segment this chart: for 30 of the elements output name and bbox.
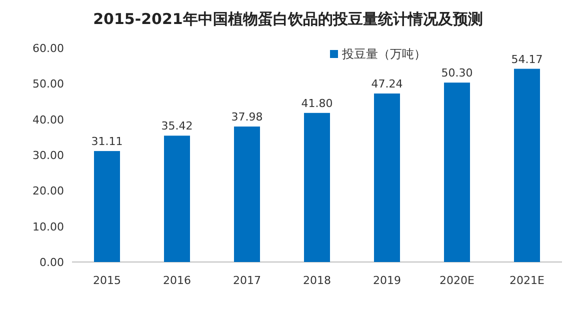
x-tick-label: 2018 <box>303 274 331 287</box>
text: 47.24 <box>371 78 403 91</box>
y-tick-label: 50.00 <box>32 78 64 91</box>
y-tick-label: 60.00 <box>32 42 64 55</box>
bar <box>94 151 120 262</box>
bar <box>444 82 470 262</box>
text: 35.42 <box>161 120 193 133</box>
text: 41.80 <box>301 96 333 110</box>
bar <box>304 112 330 262</box>
text: 54.17 <box>511 52 543 66</box>
x-tick-label: 2020E <box>440 274 475 287</box>
x-tick-label: 2017 <box>233 274 261 287</box>
x-tick-label: 2016 <box>163 274 191 287</box>
text: 31.11 <box>91 135 123 148</box>
text: 50.30 <box>441 66 473 80</box>
x-tick-label: 2021E <box>510 274 545 287</box>
y-tick-label: 0.00 <box>40 256 64 269</box>
y-tick-label: 30.00 <box>32 149 64 162</box>
y-tick-label: 10.00 <box>32 220 64 234</box>
y-tick-label: 40.00 <box>32 113 64 126</box>
x-tick-label: 2015 <box>93 274 121 287</box>
bar <box>374 94 400 262</box>
y-tick-label: 20.00 <box>32 184 64 198</box>
chart-title: 2015-2021年中国植物蛋白饮品的投豆量统计情况及预测 <box>93 10 483 28</box>
bar <box>164 136 190 262</box>
legend-label: 投豆量（万吨） <box>341 47 426 61</box>
text: 37.98 <box>231 110 263 124</box>
bar <box>514 68 540 262</box>
x-tick-label: 2019 <box>373 274 401 287</box>
bar <box>234 126 260 262</box>
